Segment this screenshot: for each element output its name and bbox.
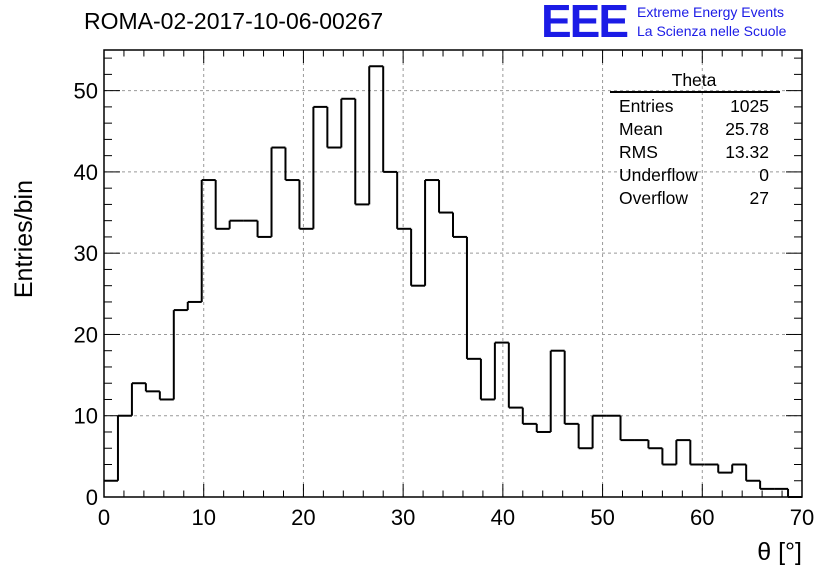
stats-row-mean: Mean 25.78: [610, 118, 778, 141]
logo-caption: Extreme Energy Events La Scienza nelle S…: [637, 3, 786, 41]
stats-row-entries: Entries 1025: [610, 95, 778, 118]
x-axis-label: θ [°]: [757, 538, 802, 566]
stats-row-overflow: Overflow 27: [610, 187, 778, 210]
x-tick-label: 70: [790, 505, 814, 530]
stats-divider: [610, 91, 780, 93]
stats-label: Overflow: [619, 188, 689, 208]
stats-value: 0: [759, 165, 769, 185]
stats-value: 25.78: [725, 119, 769, 139]
stats-box: Theta Entries 1025 Mean 25.78 RMS 13.32 …: [610, 70, 780, 210]
grid-lines: [104, 50, 802, 497]
stats-value: 27: [749, 188, 769, 208]
stats-label: Mean: [619, 119, 663, 139]
y-tick-label: 0: [86, 485, 98, 510]
x-tick-label: 20: [291, 505, 315, 530]
stats-value: 13.32: [725, 142, 769, 162]
stats-label: RMS: [619, 142, 658, 162]
stats-label: Entries: [619, 96, 674, 116]
y-tick-label: 20: [74, 322, 98, 347]
y-tick-label: 10: [74, 404, 98, 429]
x-tick-label: 60: [690, 505, 714, 530]
stats-title: Theta: [671, 70, 717, 90]
tick-labels: 0 10 20 30 40 50 60 70 0 10 20 30 40 50: [74, 79, 815, 530]
x-tick-label: 10: [191, 505, 215, 530]
x-tick-label: 50: [590, 505, 614, 530]
stats-row-rms: RMS 13.32: [610, 141, 778, 164]
stats-value: 1025: [730, 96, 769, 116]
logo-line-2: La Scienza nelle Scuole: [637, 23, 787, 39]
y-axis-label: Entries/bin: [10, 180, 38, 298]
logo-line-1: Extreme Energy Events: [637, 4, 785, 20]
x-tick-label: 30: [391, 505, 415, 530]
x-tick-label: 40: [491, 505, 515, 530]
eee-logo: EEE: [541, 0, 629, 47]
y-tick-label: 30: [74, 241, 98, 266]
stats-row-underflow: Underflow 0: [610, 164, 778, 187]
y-tick-label: 50: [74, 79, 98, 104]
chart-title: ROMA-02-2017-10-06-00267: [84, 8, 384, 34]
plot-frame: [103, 49, 803, 498]
y-tick-label: 40: [74, 160, 98, 185]
axis-ticks: [103, 50, 803, 498]
x-tick-label: 0: [98, 505, 110, 530]
stats-label: Underflow: [619, 165, 698, 185]
